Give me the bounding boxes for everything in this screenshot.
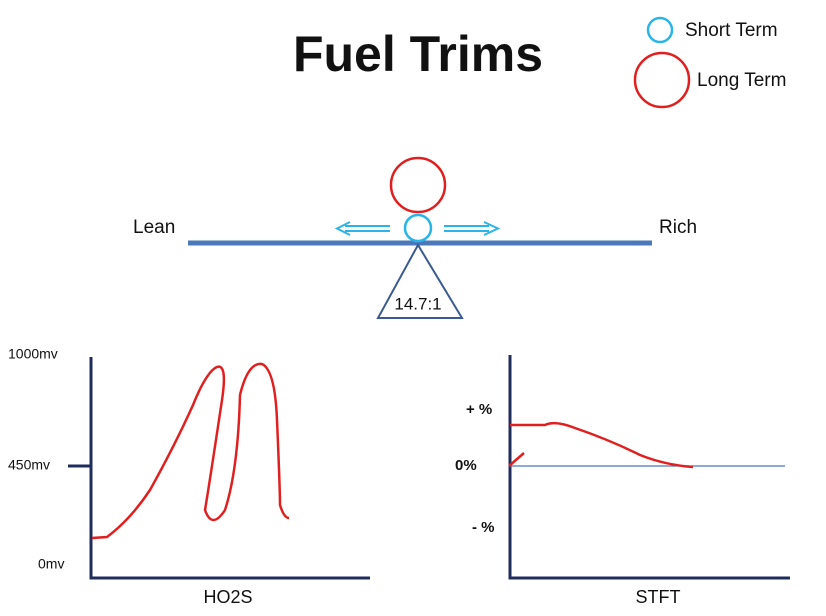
rich-label: Rich bbox=[659, 217, 697, 238]
legend-short-term: Short Term bbox=[685, 20, 778, 41]
y-label: + % bbox=[466, 401, 492, 418]
y-label: 0% bbox=[455, 457, 477, 474]
ratio-label: 14.7:1 bbox=[394, 294, 441, 313]
axes bbox=[508, 355, 790, 580]
short-term-circle bbox=[403, 213, 433, 243]
long-term-circle bbox=[389, 156, 447, 214]
y-label: - % bbox=[472, 519, 495, 536]
arrows bbox=[334, 221, 501, 236]
legend-long-term: Long Term bbox=[697, 70, 786, 91]
x-label: HO2S bbox=[203, 587, 252, 607]
x-label: STFT bbox=[636, 587, 681, 607]
lean-label: Lean bbox=[133, 217, 175, 238]
stft-graph: + % 0% - % STFT bbox=[455, 355, 790, 607]
ho2s-graph: 1000mv 450mv 0mv HO2S bbox=[8, 346, 370, 607]
stft-start bbox=[508, 452, 525, 467]
y-label: 1000mv bbox=[8, 346, 58, 362]
axes bbox=[89, 357, 370, 580]
long-term-icon bbox=[633, 51, 691, 109]
short-term-icon bbox=[646, 16, 674, 44]
ho2s-curve bbox=[91, 362, 290, 540]
title: Fuel Trims bbox=[293, 26, 543, 82]
stft-curve bbox=[510, 421, 694, 469]
y-label: 450mv bbox=[8, 457, 50, 473]
y-label: 0mv bbox=[38, 556, 64, 572]
fulcrum bbox=[376, 242, 464, 319]
